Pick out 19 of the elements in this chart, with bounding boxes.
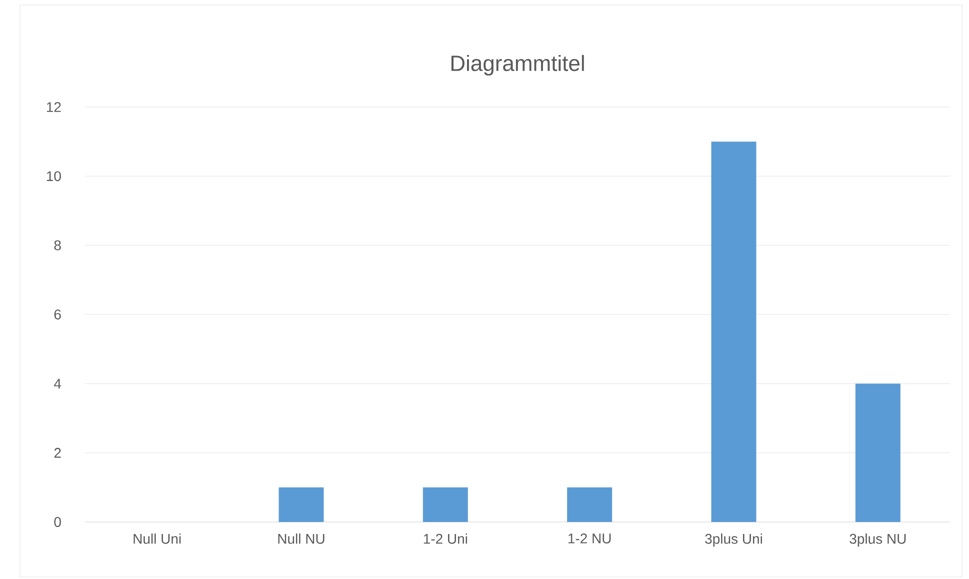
bar [278,487,324,522]
bar [422,487,468,522]
y-tick-label: 2 [54,448,61,458]
y-tick-label: 6 [54,310,61,320]
y-tick-label: 4 [54,378,62,388]
x-tick-label: 1-2 Uni [424,534,468,544]
x-tick-label: 3plus NU [850,534,906,547]
y-tick-label: 8 [54,240,61,250]
y-tick-label: 10 [46,171,61,182]
x-tick-label: Null Uni [134,534,181,544]
y-tick-label: 12 [46,102,61,112]
x-tick-label: Null NU [278,534,324,544]
bar [711,142,756,522]
x-tick-label: 1-2 NU [568,534,611,544]
y-tick-label: 0 [54,517,61,527]
chart-title: Diagrammtitel [451,54,584,76]
bar [855,384,900,522]
x-tick-label: 3plus Uni [705,534,762,547]
bar [567,487,612,522]
